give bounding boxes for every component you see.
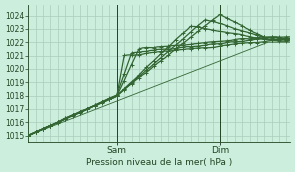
X-axis label: Pression niveau de la mer( hPa ): Pression niveau de la mer( hPa ) [86,158,232,167]
